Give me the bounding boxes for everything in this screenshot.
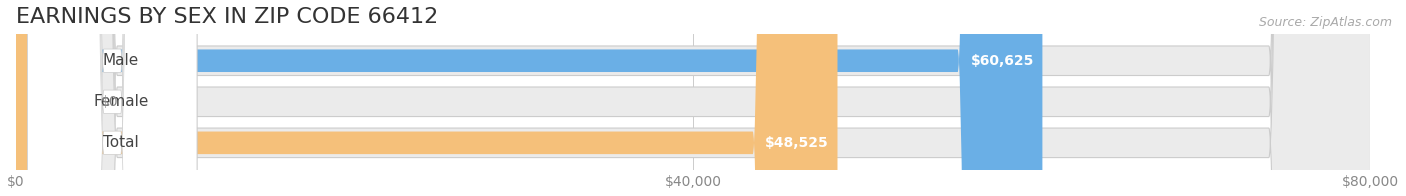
Text: Female: Female [93,94,149,109]
Text: Total: Total [103,135,139,150]
Text: Source: ZipAtlas.com: Source: ZipAtlas.com [1258,16,1392,29]
Text: $0: $0 [100,95,118,109]
FancyBboxPatch shape [15,0,1042,196]
Text: $48,525: $48,525 [765,136,830,150]
FancyBboxPatch shape [28,0,197,196]
Text: Male: Male [103,53,139,68]
FancyBboxPatch shape [28,0,197,196]
FancyBboxPatch shape [28,0,197,196]
FancyBboxPatch shape [15,0,1371,196]
FancyBboxPatch shape [15,0,838,196]
Text: $60,625: $60,625 [970,54,1033,68]
FancyBboxPatch shape [15,0,1371,196]
FancyBboxPatch shape [0,0,100,196]
FancyBboxPatch shape [15,0,1371,196]
Text: EARNINGS BY SEX IN ZIP CODE 66412: EARNINGS BY SEX IN ZIP CODE 66412 [15,7,439,27]
